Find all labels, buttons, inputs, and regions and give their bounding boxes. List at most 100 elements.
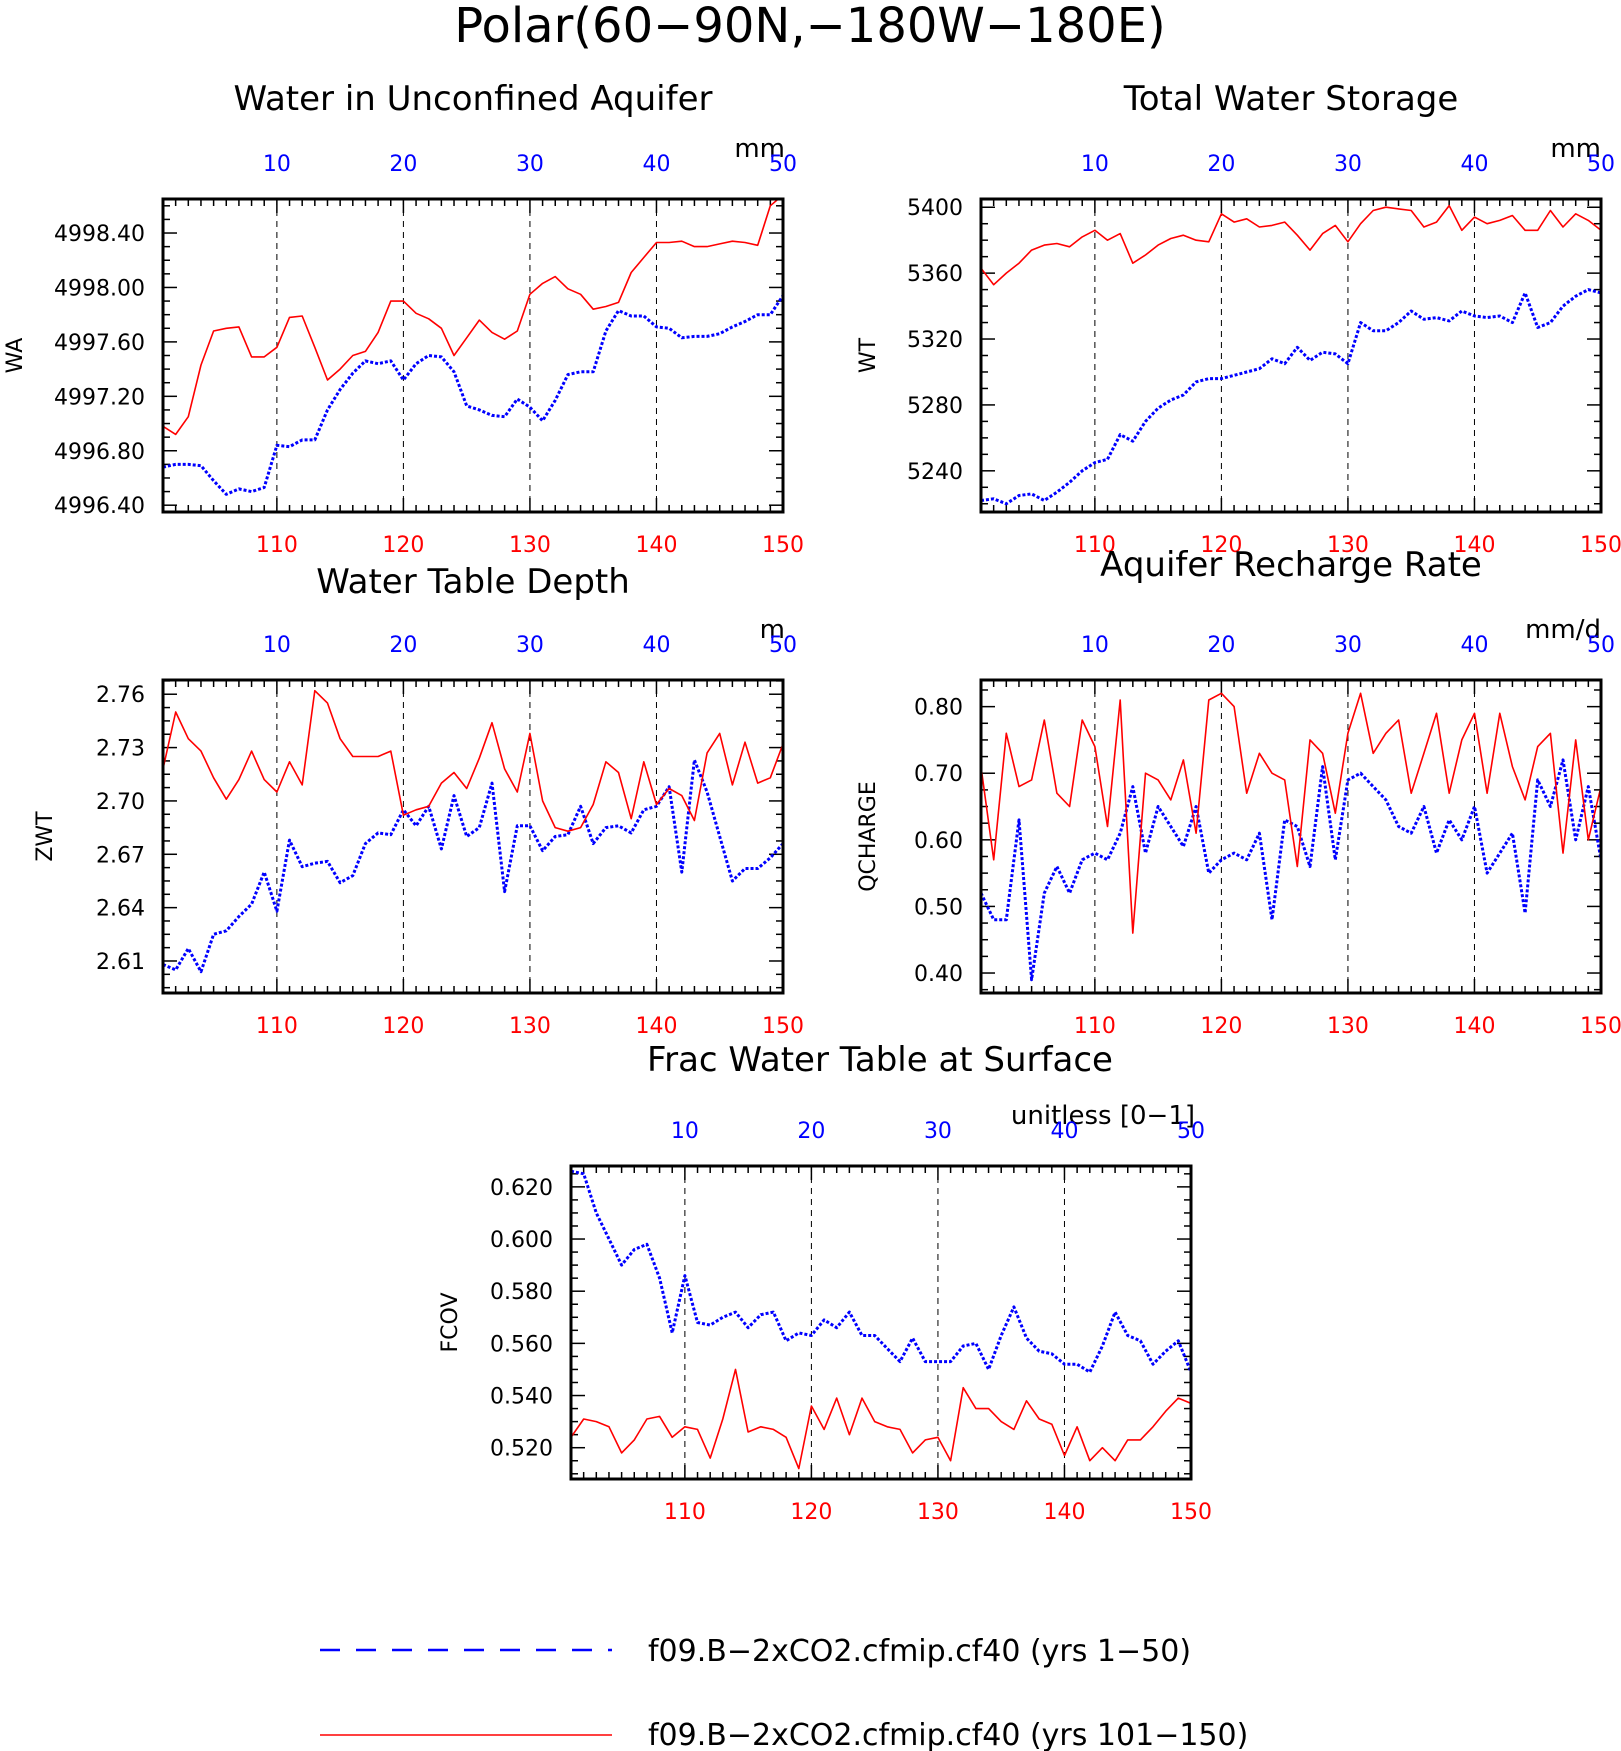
x-tick-label-top: 40 xyxy=(642,152,670,177)
x-tick-label-top: 50 xyxy=(769,152,797,177)
x-tick-label-bottom: 150 xyxy=(1580,533,1621,558)
y-axis-label: WA xyxy=(3,338,28,374)
x-tick-label-bottom: 110 xyxy=(256,1014,298,1039)
x-tick-label-top: 50 xyxy=(1177,1119,1205,1144)
y-tick-label: 0.520 xyxy=(490,1437,553,1462)
y-axis-label: FCOV xyxy=(438,1293,463,1353)
x-tick-label-bottom: 130 xyxy=(1327,533,1369,558)
series-line-2 xyxy=(163,689,783,833)
y-tick-label: 5400 xyxy=(907,196,963,221)
y-axis-label: QCHARGE xyxy=(856,781,881,892)
plot-frame xyxy=(979,197,1603,514)
panel-units: mm xyxy=(1550,134,1601,164)
x-tick-label-bottom: 110 xyxy=(1074,533,1116,558)
x-tick-label-bottom: 130 xyxy=(1327,1014,1369,1039)
x-tick-label-top: 30 xyxy=(1334,152,1362,177)
figure-title: Polar(60−90N,−180W−180E) xyxy=(454,0,1166,54)
y-tick-label: 2.67 xyxy=(96,843,145,868)
x-tick-label-bottom: 110 xyxy=(664,1500,706,1525)
series-line-1 xyxy=(163,758,783,974)
y-tick-label: 0.80 xyxy=(914,696,963,721)
x-tick-label-bottom: 150 xyxy=(762,1014,804,1039)
plot-frame xyxy=(979,678,1603,995)
panel-title: Aquifer Recharge Rate xyxy=(1100,545,1482,585)
x-tick-label-bottom: 120 xyxy=(1200,533,1242,558)
y-tick-label: 0.580 xyxy=(490,1280,553,1305)
series-line-1 xyxy=(163,294,783,496)
chart-panel-4: Aquifer Recharge Rate mm/d QCHARGE 110 120 13… xyxy=(856,545,1621,1039)
series-line-2 xyxy=(571,1368,1191,1470)
x-tick-label-top: 30 xyxy=(516,633,544,658)
panel-title: Frac Water Table at Surface xyxy=(647,1040,1113,1080)
y-axis-label: WT xyxy=(856,337,881,373)
chart-panel-2: Total Water Storage mm WT 110 120 130 140 150 10… xyxy=(856,79,1621,558)
x-tick-label-top: 20 xyxy=(389,633,417,658)
panel-title: Total Water Storage xyxy=(1123,79,1459,119)
x-tick-label-top: 20 xyxy=(797,1119,825,1144)
y-tick-label: 2.73 xyxy=(96,737,145,762)
y-tick-label: 2.70 xyxy=(96,790,145,815)
y-tick-label: 5360 xyxy=(907,262,963,287)
y-tick-label: 0.60 xyxy=(914,829,963,854)
legend: f09.B−2xCO2.cfmip.cf40 (yrs 1−50) f09.B−… xyxy=(320,1634,1248,1751)
y-tick-label: 4996.40 xyxy=(54,494,145,519)
x-tick-label-top: 40 xyxy=(642,633,670,658)
x-tick-label-top: 10 xyxy=(263,152,291,177)
x-tick-label-bottom: 140 xyxy=(635,533,677,558)
panel-units: unitless [0−1] xyxy=(1011,1101,1195,1131)
panel-units: mm xyxy=(734,134,785,164)
x-tick-label-top: 10 xyxy=(1081,152,1109,177)
plot-frame xyxy=(161,197,785,514)
y-tick-label: 0.560 xyxy=(490,1332,553,1357)
x-tick-label-bottom: 120 xyxy=(790,1500,832,1525)
y-axis-label: ZWT xyxy=(33,811,58,862)
chart-panel-3: Water Table Depth m ZWT 110 120 130 140 150 10 20… xyxy=(33,562,804,1039)
legend-label-series-2: f09.B−2xCO2.cfmip.cf40 (yrs 101−150) xyxy=(648,1718,1248,1751)
panel-units: m xyxy=(760,615,785,645)
y-tick-label: 5240 xyxy=(907,460,963,485)
x-tick-label-top: 10 xyxy=(1081,633,1109,658)
series-line-1 xyxy=(981,758,1601,982)
x-tick-label-top: 50 xyxy=(1587,152,1615,177)
chart-panel-1: Water in Unconfined Aquifer mm WA 110 120 130… xyxy=(3,79,804,558)
series-line-1 xyxy=(981,288,1601,506)
series-line-1 xyxy=(571,1169,1191,1374)
x-tick-label-bottom: 120 xyxy=(382,1014,424,1039)
y-tick-label: 0.70 xyxy=(914,762,963,787)
y-tick-label: 2.76 xyxy=(96,683,145,708)
x-tick-label-top: 40 xyxy=(1460,633,1488,658)
y-tick-label: 0.600 xyxy=(490,1228,553,1253)
x-tick-label-bottom: 130 xyxy=(509,533,551,558)
x-tick-label-top: 30 xyxy=(1334,633,1362,658)
y-tick-label: 2.64 xyxy=(96,897,145,922)
x-tick-label-bottom: 120 xyxy=(1200,1014,1242,1039)
x-tick-label-top: 20 xyxy=(1207,633,1235,658)
x-tick-label-top: 50 xyxy=(1587,633,1615,658)
x-tick-label-top: 30 xyxy=(924,1119,952,1144)
x-tick-label-top: 10 xyxy=(263,633,291,658)
y-tick-label: 2.61 xyxy=(96,950,145,975)
series-line-2 xyxy=(981,692,1601,934)
panels: Water in Unconfined Aquifer mm WA 110 120 130… xyxy=(3,79,1621,1525)
x-tick-label-bottom: 130 xyxy=(917,1500,959,1525)
panel-title: Water Table Depth xyxy=(316,562,630,602)
y-tick-label: 0.620 xyxy=(490,1176,553,1201)
x-tick-label-bottom: 140 xyxy=(1453,1014,1495,1039)
x-tick-label-top: 30 xyxy=(516,152,544,177)
x-tick-label-top: 50 xyxy=(769,633,797,658)
series-line-2 xyxy=(981,204,1601,286)
panel-title: Water in Unconfined Aquifer xyxy=(234,79,713,119)
plot-frame xyxy=(161,678,785,995)
x-tick-label-bottom: 150 xyxy=(1580,1014,1621,1039)
x-tick-label-top: 10 xyxy=(671,1119,699,1144)
y-tick-label: 5280 xyxy=(907,394,963,419)
chart-panel-5: Frac Water Table at Surface unitless [0−1… xyxy=(438,1040,1212,1525)
x-tick-label-bottom: 120 xyxy=(382,533,424,558)
x-tick-label-top: 20 xyxy=(1207,152,1235,177)
y-tick-label: 0.540 xyxy=(490,1385,553,1410)
panel-units: mm/d xyxy=(1525,615,1601,645)
x-tick-label-bottom: 140 xyxy=(1453,533,1495,558)
legend-label-series-1: f09.B−2xCO2.cfmip.cf40 (yrs 1−50) xyxy=(648,1634,1191,1669)
x-tick-label-bottom: 150 xyxy=(762,533,804,558)
x-tick-label-bottom: 110 xyxy=(256,533,298,558)
